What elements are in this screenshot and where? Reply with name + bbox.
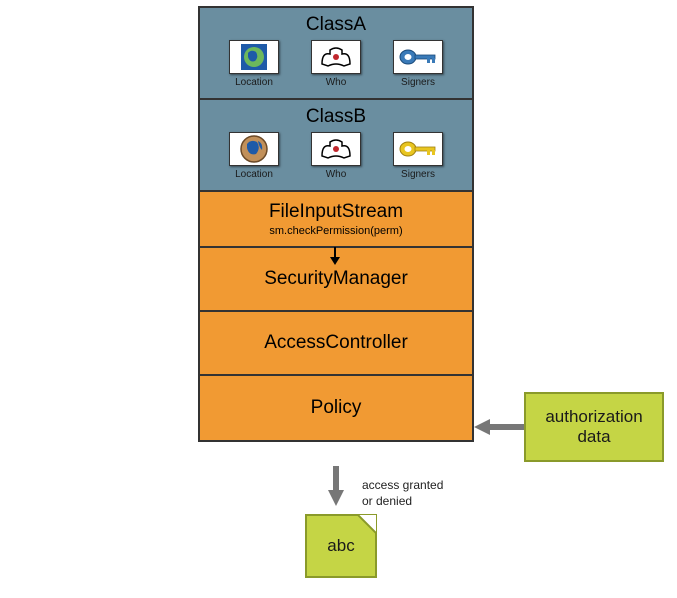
who-label: Who — [326, 77, 347, 88]
location-label: Location — [235, 77, 273, 88]
down-arrow-icon — [326, 466, 346, 510]
puzzle-icon — [311, 40, 361, 74]
who-label-b: Who — [326, 169, 347, 180]
signers-cell: Signers — [388, 40, 448, 88]
class-a-block: ClassA Location — [200, 8, 472, 100]
security-manager-title: SecurityManager — [264, 268, 408, 290]
access-result-label: access granted or denied — [362, 478, 443, 509]
location-cell-b: Location — [224, 132, 284, 180]
key-icon — [393, 132, 443, 166]
globe-icon — [229, 132, 279, 166]
location-label-b: Location — [235, 169, 273, 180]
who-cell-b: Who — [306, 132, 366, 180]
access-controller-block: AccessController — [200, 312, 472, 376]
class-a-icons: Location Who — [200, 40, 472, 88]
location-cell: Location — [224, 40, 284, 88]
file-input-stream-title: FileInputStream — [269, 201, 403, 223]
policy-block: Policy — [200, 376, 472, 440]
who-cell: Who — [306, 40, 366, 88]
signers-label: Signers — [401, 77, 435, 88]
puzzle-icon — [311, 132, 361, 166]
authorization-data-box: authorization data — [524, 392, 664, 462]
class-b-block: ClassB Location — [200, 100, 472, 192]
file-abc: abc — [305, 514, 377, 578]
signers-label-b: Signers — [401, 169, 435, 180]
auth-text: authorization data — [545, 407, 642, 448]
policy-title: Policy — [311, 397, 362, 419]
globe-icon — [229, 40, 279, 74]
class-a-title: ClassA — [200, 14, 472, 36]
file-fold-icon — [357, 514, 377, 534]
key-icon — [393, 40, 443, 74]
security-stack: ClassA Location — [198, 6, 474, 442]
class-b-icons: Location Who — [200, 132, 472, 180]
inner-arrow-icon — [328, 247, 342, 271]
check-permission-sub: sm.checkPermission(perm) — [269, 225, 402, 237]
file-input-stream-block: FileInputStream sm.checkPermission(perm) — [200, 192, 472, 248]
side-arrow-icon — [474, 417, 534, 437]
class-b-title: ClassB — [200, 106, 472, 128]
access-controller-title: AccessController — [264, 332, 408, 354]
signers-cell-b: Signers — [388, 132, 448, 180]
file-label: abc — [327, 536, 354, 556]
